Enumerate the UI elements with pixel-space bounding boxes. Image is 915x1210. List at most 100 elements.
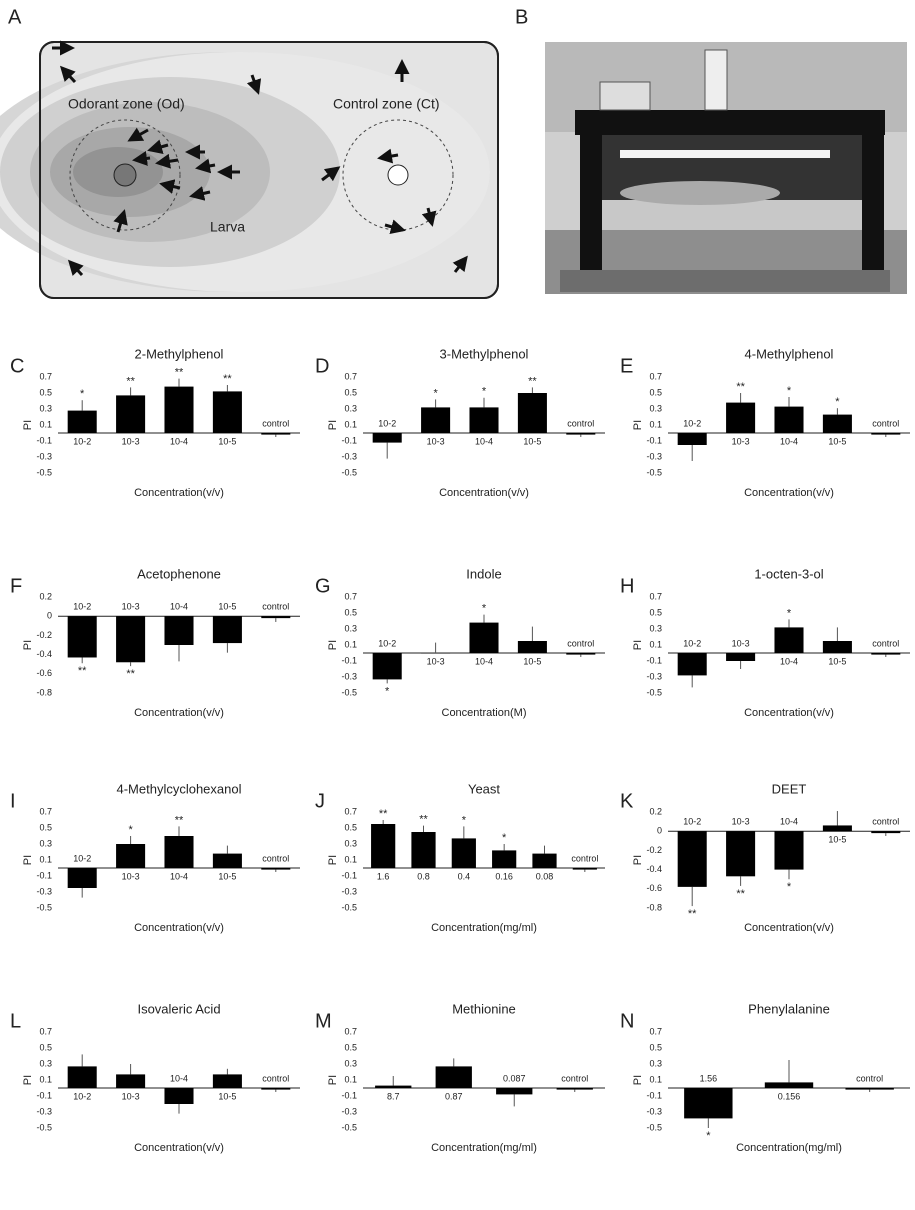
zone-label: Control zone (Ct) xyxy=(333,96,440,112)
x-tick-label: 10-5 xyxy=(218,1091,236,1101)
bar xyxy=(213,854,242,868)
bar xyxy=(492,850,516,868)
chart-title: Yeast xyxy=(468,781,500,796)
y-tick-label: 0.1 xyxy=(649,639,662,649)
significance: * xyxy=(835,396,840,408)
x-tick-label: 1.6 xyxy=(377,871,390,881)
x-tick-label: 10-2 xyxy=(378,638,396,648)
y-tick-label: -0.2 xyxy=(36,630,52,640)
x-tick-label: control xyxy=(262,418,289,428)
y-tick-label: 0.5 xyxy=(344,1042,357,1052)
x-tick-label: 10-5 xyxy=(828,656,846,666)
x-tick-label: 10-2 xyxy=(683,418,701,428)
y-axis-label: PI xyxy=(632,420,644,430)
y-tick-label: 0.1 xyxy=(649,419,662,429)
x-tick-label: 10-4 xyxy=(475,656,493,666)
x-tick-label: 10-5 xyxy=(828,835,846,845)
y-tick-label: -0.1 xyxy=(646,435,662,445)
y-tick-label: 0.5 xyxy=(39,822,52,832)
y-tick-label: -0.5 xyxy=(646,467,662,477)
y-axis-label: PI xyxy=(22,1075,34,1085)
x-tick-label: 0.087 xyxy=(503,1073,526,1083)
bar xyxy=(116,616,145,662)
significance: ** xyxy=(175,367,184,379)
bar xyxy=(496,1088,532,1094)
chart-title: Methionine xyxy=(452,1001,516,1016)
y-tick-label: 0.3 xyxy=(39,403,52,413)
y-tick-label: 0.1 xyxy=(39,854,52,864)
y-tick-label: -0.5 xyxy=(646,1122,662,1132)
y-tick-label: -0.5 xyxy=(646,687,662,697)
x-tick-label: 10-5 xyxy=(523,656,541,666)
y-tick-label: -0.3 xyxy=(341,671,357,681)
y-tick-label: 0.5 xyxy=(344,387,357,397)
significance: ** xyxy=(528,375,537,387)
bar xyxy=(421,653,450,654)
figure: A Odorant zone (Od) Control zone (Ct) La… xyxy=(0,0,915,1205)
x-tick-label: 10-4 xyxy=(170,436,188,446)
x-tick-label: 10-3 xyxy=(122,436,140,446)
x-axis-label: Concentration(v/v) xyxy=(134,707,224,719)
y-tick-label: -0.1 xyxy=(646,1090,662,1100)
bar xyxy=(164,387,193,433)
y-tick-label: -0.4 xyxy=(646,864,662,874)
y-tick-label: 0.3 xyxy=(39,838,52,848)
x-tick-label: 10-2 xyxy=(73,602,91,612)
y-tick-label: -0.3 xyxy=(36,451,52,461)
bar xyxy=(678,433,707,445)
bar xyxy=(469,623,498,653)
y-tick-label: -0.8 xyxy=(646,902,662,912)
bar xyxy=(726,831,755,876)
bar xyxy=(823,415,852,433)
y-tick-label: 0.3 xyxy=(649,1058,662,1068)
significance: * xyxy=(482,386,487,398)
x-tick-label: control xyxy=(872,817,899,827)
y-tick-label: -0.1 xyxy=(341,1090,357,1100)
y-tick-label: -0.3 xyxy=(36,1106,52,1116)
significance: ** xyxy=(736,888,745,900)
x-tick-label: control xyxy=(872,638,899,648)
x-axis-label: Concentration(v/v) xyxy=(134,922,224,934)
significance: ** xyxy=(379,808,388,820)
panel-letter: J xyxy=(315,790,325,812)
y-axis-label: PI xyxy=(327,1075,339,1085)
y-tick-label: -0.3 xyxy=(341,1106,357,1116)
bar xyxy=(823,825,852,831)
y-tick-label: -0.1 xyxy=(646,655,662,665)
y-axis-label: PI xyxy=(632,855,644,865)
panel-letter: A xyxy=(8,6,22,28)
significance: ** xyxy=(419,814,428,826)
y-tick-label: -0.1 xyxy=(341,435,357,445)
x-tick-label: 10-4 xyxy=(475,436,493,446)
significance: * xyxy=(433,387,438,399)
x-tick-label: 10-3 xyxy=(732,817,750,827)
significance: ** xyxy=(175,814,184,826)
bar xyxy=(164,836,193,868)
y-tick-label: -0.3 xyxy=(36,886,52,896)
x-tick-label: 10-2 xyxy=(73,1091,91,1101)
x-tick-label: 8.7 xyxy=(387,1091,400,1101)
bar xyxy=(678,653,707,675)
y-tick-label: -0.1 xyxy=(341,655,357,665)
bar xyxy=(774,831,803,869)
photo-leg xyxy=(862,130,884,270)
panel-letter: G xyxy=(315,575,331,597)
x-tick-label: 10-5 xyxy=(218,436,236,446)
bar xyxy=(871,433,900,435)
bar xyxy=(261,616,290,618)
y-tick-label: 0.5 xyxy=(39,387,52,397)
y-tick-label: 0.3 xyxy=(39,1058,52,1068)
x-axis-label: Concentration(v/v) xyxy=(744,487,834,499)
panel-letter: B xyxy=(515,6,528,28)
bar xyxy=(726,653,755,661)
y-tick-label: 0 xyxy=(47,611,52,621)
y-axis-label: PI xyxy=(22,420,34,430)
x-tick-label: 10-5 xyxy=(828,436,846,446)
panel-b: B xyxy=(515,6,907,294)
y-tick-label: 0.1 xyxy=(649,1074,662,1084)
x-tick-label: 10-2 xyxy=(73,436,91,446)
significance: ** xyxy=(688,908,697,920)
photo-device xyxy=(600,82,650,110)
bar xyxy=(566,653,595,655)
x-tick-label: 0.4 xyxy=(458,871,471,881)
